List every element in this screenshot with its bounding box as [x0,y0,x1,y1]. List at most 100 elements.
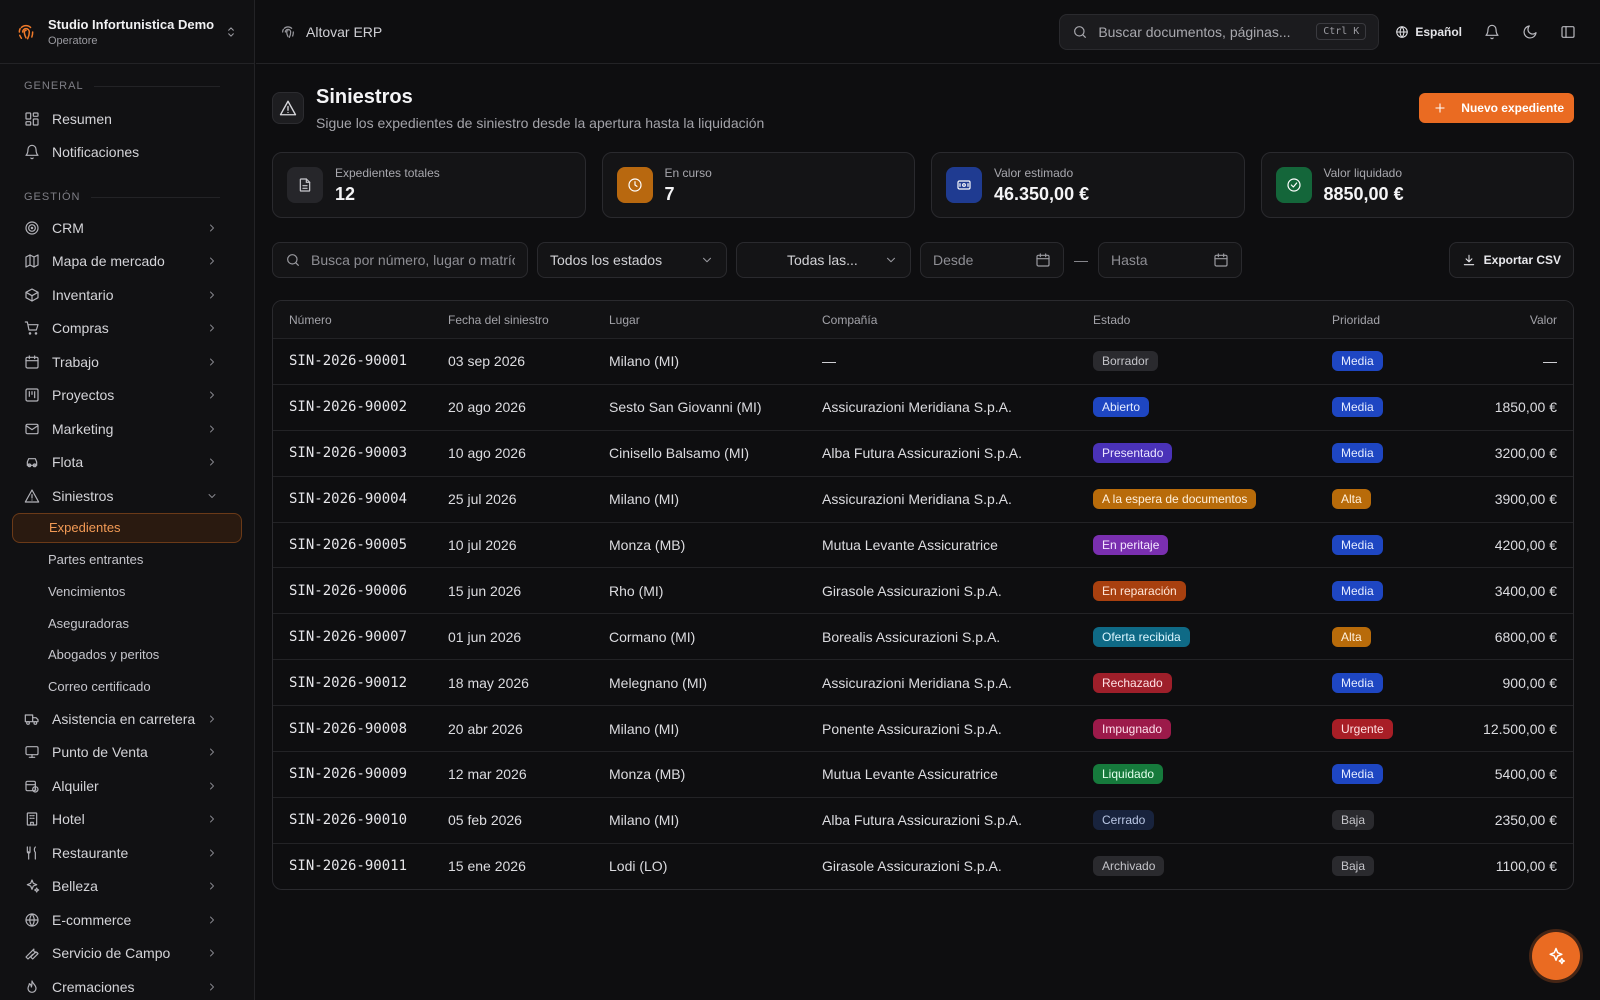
table-row[interactable]: SIN-2026-90005 10 jul 2026 Monza (MB) Mutua… [273,521,1573,568]
table-row[interactable]: SIN-2026-90004 25 jul 2026 Milano (MI) Assi… [273,475,1573,522]
page-subtitle: Sigue los expedientes de siniestro desde… [316,114,765,131]
org-switcher[interactable]: Studio Infortunistica Demo Operatore [0,0,254,64]
company-filter-select[interactable]: Todas las... [736,242,911,278]
sidebar-item-crm[interactable]: CRM [0,211,254,245]
language-selector[interactable]: Español [1395,25,1462,39]
claim-number: SIN-2026-90007 [289,628,408,645]
sidebar-item-label: CRM [52,219,84,236]
sidebar-item-asistencia-en-carretera[interactable]: Asistencia en carretera [0,702,254,736]
table-row[interactable]: SIN-2026-90002 20 ago 2026 Sesto San Giova… [273,383,1573,430]
table-row[interactable]: SIN-2026-90010 05 feb 2026 Milano (MI) Alba… [273,796,1573,843]
date-to-input[interactable]: Hasta [1098,242,1242,278]
table-row[interactable]: SIN-2026-90003 10 ago 2026 Cinisello Balsa… [273,429,1573,476]
table-row[interactable]: SIN-2026-90012 18 may 2026 Melegnano (MI) A… [273,659,1573,705]
bell-icon[interactable] [1484,24,1500,40]
sidebar-item-notificaciones[interactable]: Notificaciones [0,136,254,170]
claim-value: 4200,00 € [1494,537,1557,553]
global-search-input[interactable]: Buscar documentos, páginas... Ctrl K [1059,13,1380,50]
sidebar-item-alquiler[interactable]: Alquiler [0,769,254,803]
sidebar-item-punto-de-venta[interactable]: Punto de Venta [0,736,254,770]
sidebar-item-marketing[interactable]: Marketing [0,412,254,446]
claim-company: Mutua Levante Assicuratrice [822,766,998,783]
status-filter-select[interactable]: Todos los estados [537,242,727,278]
claim-date: 18 may 2026 [448,674,529,691]
sidebar-subitem-correo-certificado[interactable]: Correo certificado [48,678,151,694]
chevron-up-down-icon[interactable] [224,25,238,39]
sidebar-item-label: Inventario [52,286,114,303]
priority-badge: Alta [1332,626,1371,647]
table-row[interactable]: SIN-2026-90006 15 jun 2026 Rho (MI) Girasol… [273,567,1573,613]
column-header-date[interactable]: Fecha del siniestro [448,312,549,327]
sidebar-toggle-icon[interactable] [1560,24,1576,40]
sparkles-icon [1549,947,1566,965]
claim-value: 12.500,00 € [1483,720,1557,737]
date-from-input[interactable]: Desde [920,242,1064,278]
claims-table: Número Fecha del siniestro Lugar Compañí… [272,300,1574,890]
column-header-priority[interactable]: Prioridad [1332,312,1381,327]
column-header-place[interactable]: Lugar [609,312,640,327]
claim-place: Milano (MI) [609,720,680,737]
check-circle-icon [1275,167,1312,203]
table-row[interactable]: SIN-2026-90011 15 ene 2026 Lodi (LO) Giraso… [273,842,1573,889]
sidebar-subitem-vencimientos[interactable]: Vencimientos [48,583,126,599]
column-header-value[interactable]: Valor [1529,312,1557,327]
moon-icon[interactable] [1522,24,1538,40]
sidebar-item-label: Proyectos [52,387,115,404]
claim-priority-cell: Media [1332,764,1442,785]
claim-place: Melegnano (MI) [609,674,708,691]
chevron-right-icon [210,291,214,299]
table-row[interactable]: SIN-2026-90007 01 jun 2026 Cormano (MI) Bor… [273,613,1573,659]
sidebar-item-flota[interactable]: Flota [0,446,254,480]
sidebar-item-mapa-de-mercado[interactable]: Mapa de mercado [0,245,254,279]
table-row[interactable]: SIN-2026-90009 12 mar 2026 Monza (MB) Mutua… [273,751,1573,797]
claim-search-input[interactable]: Busca por número, lugar o matrícula [272,242,528,278]
export-csv-button[interactable]: Exportar CSV [1448,242,1574,278]
breadcrumb-app-name[interactable]: Altovar ERP [306,23,383,40]
sidebar-item-e-commerce[interactable]: E-commerce [0,903,254,937]
table-header-row: Número Fecha del siniestro Lugar Compañí… [273,301,1573,338]
sidebar-subitem-expedientes[interactable]: Expedientes [12,512,242,543]
main-content: Siniestros Sigue los expedientes de sini… [272,64,1574,890]
sidebar-item-servicio-de-campo[interactable]: Servicio de Campo [0,937,254,971]
claim-status-cell: Presentado [1093,443,1332,464]
sidebar-item-restaurante[interactable]: Restaurante [0,836,254,870]
claim-priority-cell: Media [1332,397,1442,418]
sidebar-subitem-partes-entrantes[interactable]: Partes entrantes [48,552,144,568]
table-row[interactable]: SIN-2026-90008 20 abr 2026 Milano (MI) Pone… [273,705,1573,751]
priority-badge: Baja [1332,810,1375,831]
sidebar-item-resumen[interactable]: Resumen [0,102,254,136]
chevron-right-icon [210,458,214,466]
sidebar-item-belleza[interactable]: Belleza [0,870,254,904]
new-claim-button[interactable]: Nuevo expediente [1419,93,1574,123]
claim-value: 3200,00 € [1494,445,1557,462]
target-icon [25,221,39,235]
sidebar-item-cremaciones[interactable]: Cremaciones [0,970,254,1000]
sidebar-item-hotel[interactable]: Hotel [0,803,254,837]
sidebar-item-siniestros[interactable]: Siniestros [0,479,254,513]
sidebar-item-proyectos[interactable]: Proyectos [0,379,254,413]
ai-assistant-button[interactable] [1532,932,1580,980]
claim-company: Assicurazioni Meridiana S.p.A. [822,399,1012,416]
claim-status-cell: En reparación [1093,580,1332,601]
sidebar-item-label: Restaurante [52,844,129,861]
stat-card-settled-value: Valor liquidado 8850,00 € [1260,152,1574,218]
sidebar-item-label: Cremaciones [52,978,135,995]
sidebar-item-trabajo[interactable]: Trabajo [0,345,254,379]
sidebar-subitem-abogados-y-peritos[interactable]: Abogados y peritos [48,647,160,663]
claim-date: 20 abr 2026 [448,720,523,737]
column-header-company[interactable]: Compañía [822,312,878,327]
table-row[interactable]: SIN-2026-90001 03 sep 2026 Milano (MI) — Bor… [273,338,1573,384]
claim-number: SIN-2026-90004 [289,491,408,508]
status-badge: Liquidado [1093,764,1164,785]
column-header-number[interactable]: Número [289,312,332,327]
sidebar-item-label: Trabajo [52,353,99,370]
sidebar-item-inventario[interactable]: Inventario [0,278,254,312]
status-badge: A la espera de documentos [1093,489,1257,510]
stat-value: 46.350,00 € [994,183,1090,204]
sidebar-item-label: Siniestros [52,487,114,504]
column-header-status[interactable]: Estado [1093,312,1131,327]
claim-priority-cell: Media [1332,580,1442,601]
sidebar-subitem-aseguradoras[interactable]: Aseguradoras [48,615,129,631]
sidebar-item-compras[interactable]: Compras [0,312,254,346]
claim-company: Girasole Assicurazioni S.p.A. [822,858,1002,875]
